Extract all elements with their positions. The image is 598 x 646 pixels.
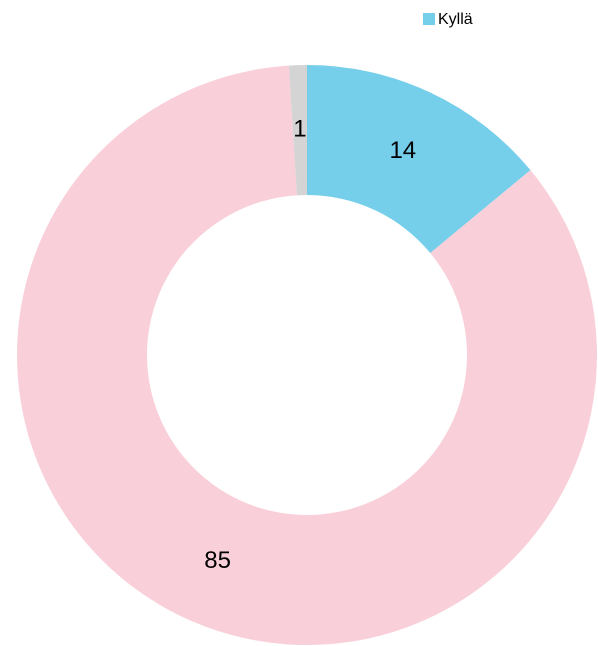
donut-slice — [16, 65, 597, 645]
data-label: 14 — [389, 137, 416, 164]
donut-slice — [307, 65, 531, 254]
data-label: 1 — [293, 115, 306, 142]
donut-slice — [288, 65, 307, 196]
legend-swatch — [423, 13, 435, 25]
legend-label: Kyllä — [438, 11, 473, 28]
data-label: 85 — [204, 547, 231, 574]
